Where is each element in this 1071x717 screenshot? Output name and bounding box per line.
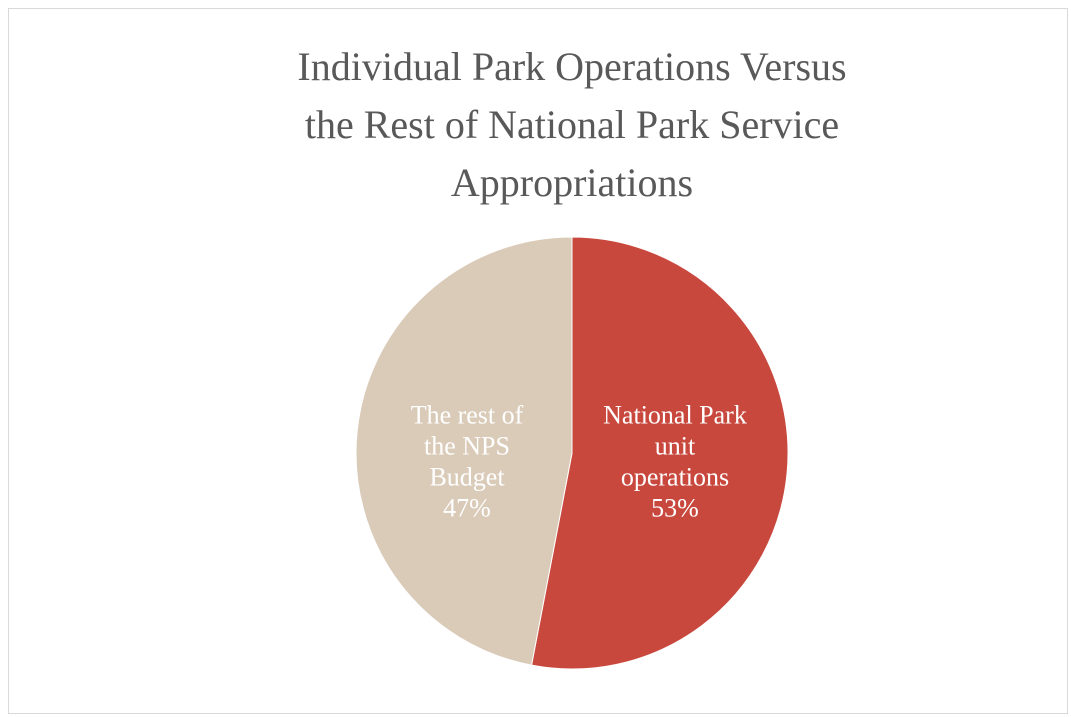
slice-label-line: the NPS (424, 432, 510, 461)
slice-label-1: The rest of the NPS Budget 47% (411, 401, 524, 523)
slice-percent-label: 47% (443, 494, 491, 523)
slice-label-line: unit (655, 432, 696, 461)
slice-label-line: The rest of (411, 401, 524, 430)
chart-title: Individual Park Operations Versus the Re… (0, 38, 1071, 212)
slice-label-0: National Park unit operations 53% (603, 401, 747, 523)
slice-percent-label: 53% (651, 494, 699, 523)
chart-title-line-2: the Rest of National Park Service (304, 102, 840, 147)
slice-label-line: operations (621, 463, 729, 492)
pie-slice-1 (355, 236, 573, 666)
slice-label-line: National Park (603, 401, 747, 430)
chart-title-line-1: Individual Park Operations Versus (297, 44, 847, 89)
slice-label-line: Budget (429, 463, 505, 492)
chart-title-line-3: Appropriations (450, 160, 694, 205)
pie-slice-0 (530, 236, 789, 670)
